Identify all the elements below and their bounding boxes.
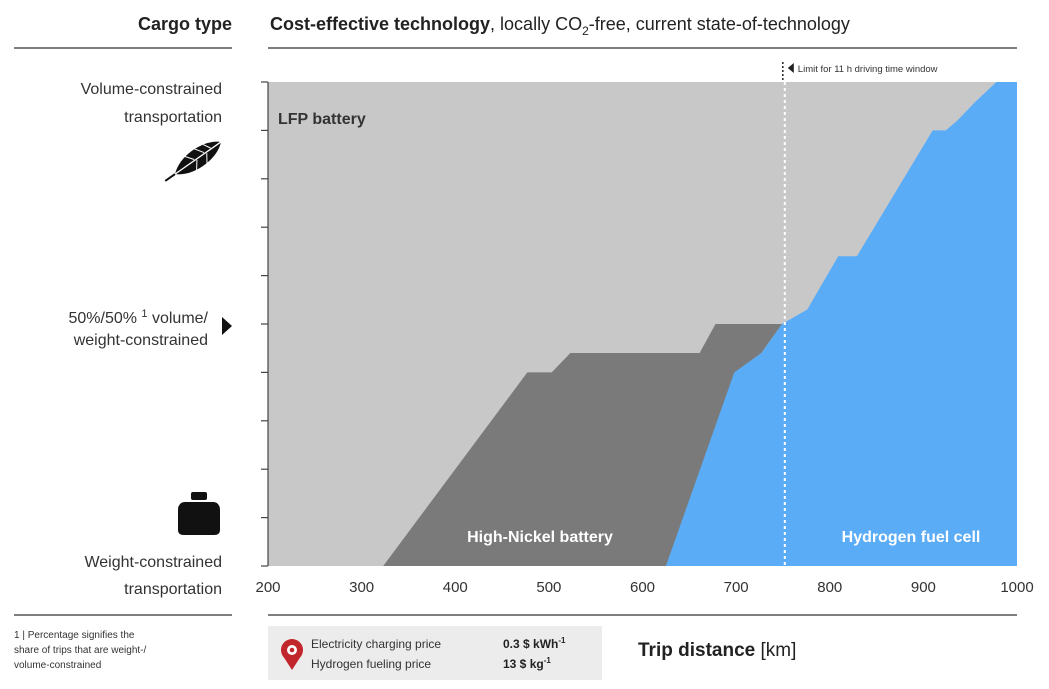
region-hydrogen-fuel-cell [665, 82, 1017, 566]
x-tick-label: 200 [255, 579, 280, 596]
location-pin-icon [281, 639, 303, 670]
x-tick-label: 900 [911, 579, 936, 596]
weight-icon [178, 492, 220, 535]
y-axis-ticks [261, 81, 268, 567]
limit-arrow-icon [787, 63, 794, 73]
mixed-label-volume: volume/ [148, 310, 209, 327]
region-label-lfp: LFP battery [278, 111, 366, 128]
electricity-price-label: Electricity charging price [311, 637, 441, 651]
x-tick-label: 600 [630, 579, 655, 596]
triangle-marker-icon [222, 317, 232, 335]
volume-constrained-label-line2: transportation [124, 109, 222, 126]
electricity-price-value: 0.3 $ kWh-1 [503, 636, 566, 651]
hydrogen-price-value: 13 $ kg-1 [503, 656, 551, 671]
region-label-high-nickel: High-Nickel battery [467, 529, 613, 546]
chart-regions [268, 82, 1017, 566]
x-axis-title-bold: Trip distance [638, 640, 755, 661]
chart-title-part-a: , locally CO [490, 14, 582, 34]
weight-constrained-label-line2: transportation [124, 581, 222, 598]
hydrogen-price-exponent: -1 [544, 656, 552, 665]
mixed-constrained-label-line2: weight-constrained [73, 332, 208, 349]
x-tick-label: 800 [817, 579, 842, 596]
chart-title-bold: Cost-effective technology [270, 14, 490, 34]
weight-constrained-label-line1: Weight-constrained [84, 554, 222, 571]
chart-title-subscript: 2 [582, 24, 589, 38]
footnote-line1: 1 | Percentage signifies the [14, 630, 135, 641]
footnote-line3: volume-constrained [14, 660, 101, 671]
price-assumptions-box [268, 626, 602, 680]
x-tick-label: 700 [724, 579, 749, 596]
cargo-type-heading: Cargo type [138, 14, 232, 34]
driving-time-limit-label: Limit for 11 h driving time window [798, 64, 938, 75]
region-high-nickel-battery [383, 324, 782, 566]
x-tick-label: 1000 [1000, 579, 1033, 596]
x-tick-label: 400 [443, 579, 468, 596]
region-label-hydrogen: Hydrogen fuel cell [842, 529, 981, 546]
footnote-line2: share of trips that are weight-/ [14, 645, 147, 656]
mixed-label-footnote-ref: 1 [141, 308, 147, 320]
x-tick-label: 500 [536, 579, 561, 596]
mixed-constrained-label-line1: 50%/50% 1 volume/ [68, 308, 208, 327]
electricity-price-exponent: -1 [558, 636, 566, 645]
x-axis-title-unit: [km] [755, 640, 796, 661]
chart-title-part-b: -free, current state-of-technology [589, 14, 850, 34]
feather-icon [164, 141, 222, 182]
x-axis-title: Trip distance [km] [638, 640, 796, 661]
electricity-price-number: 0.3 $ kWh [503, 637, 558, 651]
hydrogen-price-number: 13 $ kg [503, 657, 544, 671]
x-tick-label: 300 [349, 579, 374, 596]
volume-constrained-label-line1: Volume-constrained [81, 81, 222, 98]
chart-title: Cost-effective technology, locally CO2-f… [270, 14, 850, 38]
x-axis-tick-labels: 200 300 400 500 600 700 800 900 1000 [255, 579, 1033, 596]
mixed-label-share: 50%/50% [68, 310, 141, 327]
hydrogen-price-label: Hydrogen fueling price [311, 657, 431, 671]
